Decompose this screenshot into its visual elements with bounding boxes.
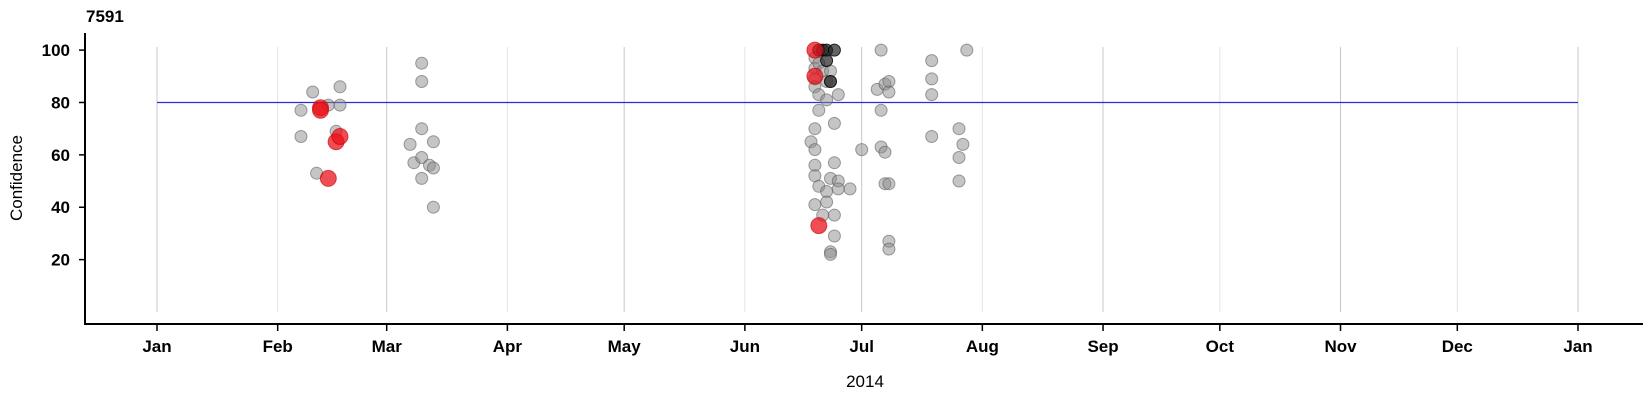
data-point-gray xyxy=(831,88,845,102)
data-point-gray xyxy=(403,137,417,151)
x-tick-label: Jul xyxy=(849,337,874,356)
data-point-red xyxy=(810,217,828,235)
data-point-gray xyxy=(878,145,892,159)
data-point-gray xyxy=(820,93,834,107)
data-point-gray xyxy=(827,229,841,243)
x-tick-label: Sep xyxy=(1087,337,1118,356)
data-point-gray xyxy=(952,174,966,188)
x-tick-label: Nov xyxy=(1324,337,1357,356)
data-point-gray xyxy=(415,151,429,164)
data-point-dark xyxy=(820,54,834,68)
x-tick-label: Oct xyxy=(1206,337,1235,356)
chart-title: 7591 xyxy=(86,7,124,26)
data-point-gray xyxy=(426,161,440,175)
y-tick-label: 100 xyxy=(42,41,70,60)
x-axis-label: 2014 xyxy=(846,372,884,391)
data-point-red xyxy=(331,128,349,145)
data-point-gray xyxy=(824,247,837,261)
data-point-gray xyxy=(956,137,970,151)
data-point-gray xyxy=(925,130,939,143)
vertical-grid xyxy=(156,47,1579,312)
data-point-gray xyxy=(827,208,841,222)
data-point-gray xyxy=(808,143,822,157)
data-point-gray xyxy=(855,143,869,157)
data-point-dark xyxy=(824,75,837,88)
data-point-red xyxy=(319,169,337,187)
data-point-gray xyxy=(843,182,857,196)
x-tick-label: May xyxy=(608,337,642,356)
data-point-gray xyxy=(952,151,966,164)
data-point-red xyxy=(806,41,824,59)
y-tick-label: 80 xyxy=(51,93,70,112)
data-point-gray xyxy=(426,200,440,214)
data-point-red xyxy=(806,67,824,85)
x-ticks: Jan Feb Mar Apr May Jun Jul Aug Sep Oct Nov Dec Jan xyxy=(142,324,1593,356)
y-tick-label: 40 xyxy=(51,198,70,217)
data-point-gray xyxy=(882,85,896,99)
x-tick-label: Aug xyxy=(966,337,999,356)
y-ticks: 20 40 60 80 100 xyxy=(42,41,85,270)
x-tick-label: Mar xyxy=(372,337,403,356)
axes xyxy=(84,33,1643,325)
x-tick-label: Apr xyxy=(493,337,523,356)
data-point-gray xyxy=(812,103,826,117)
data-point-gray xyxy=(415,122,429,136)
x-tick-label: Dec xyxy=(1442,337,1473,356)
data-point-gray xyxy=(925,72,939,86)
data-point-gray xyxy=(415,75,429,88)
x-tick-label: Feb xyxy=(263,337,293,356)
data-point-gray xyxy=(952,122,966,136)
data-point-gray xyxy=(874,103,888,117)
y-tick-label: 60 xyxy=(51,146,70,165)
data-point-gray xyxy=(333,80,347,94)
data-point-gray xyxy=(306,85,320,99)
x-tick-label: Jun xyxy=(730,337,760,356)
data-point-gray xyxy=(874,43,888,57)
data-point-gray xyxy=(294,103,308,117)
data-point-gray xyxy=(808,198,822,212)
x-tick-label: Jan xyxy=(142,337,171,356)
data-point-gray xyxy=(415,56,429,70)
y-axis-label: Confidence xyxy=(7,135,26,221)
data-point-red xyxy=(312,101,329,119)
data-point-gray xyxy=(820,195,834,209)
data-point-gray xyxy=(415,171,429,185)
data-point-gray xyxy=(831,182,845,196)
data-point-gray xyxy=(333,98,347,112)
x-tick-label: Jan xyxy=(1563,337,1592,356)
data-point-gray xyxy=(882,242,896,256)
data-point-gray xyxy=(827,116,841,130)
data-point-dark xyxy=(827,43,841,57)
data-point-gray xyxy=(426,135,440,149)
data-points xyxy=(294,41,974,261)
data-point-gray xyxy=(925,88,939,102)
data-point-gray xyxy=(925,54,939,68)
data-point-gray xyxy=(827,156,841,170)
data-point-gray xyxy=(808,122,822,136)
data-point-gray xyxy=(960,43,974,57)
data-point-gray xyxy=(882,177,896,191)
y-tick-label: 20 xyxy=(51,251,70,270)
data-point-gray xyxy=(294,130,308,143)
